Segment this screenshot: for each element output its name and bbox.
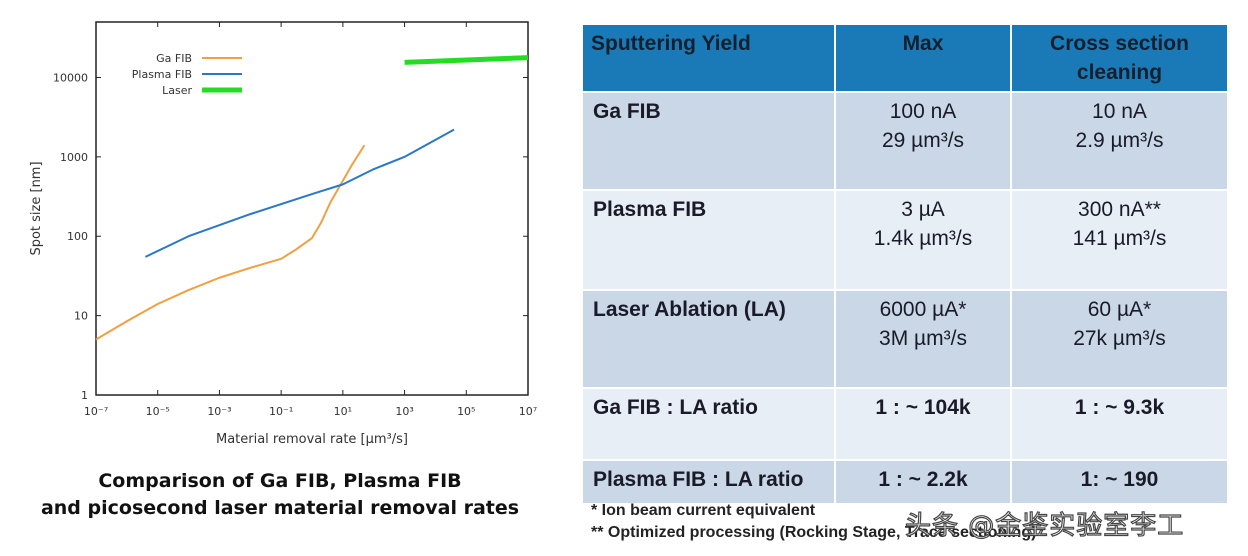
max-cell-text: 100 nA — [889, 100, 957, 123]
footnote-1: * Ion beam current equivalent — [591, 502, 816, 519]
cross-section-cell-text: 2.9 µm³/s — [1075, 129, 1164, 152]
cross-section-cell-text: 1 : ~ 9.3k — [1074, 396, 1165, 419]
row-label-text: Laser Ablation (LA) — [593, 298, 786, 321]
legend-label: Ga FIB — [156, 52, 192, 65]
y-tick-label: 10000 — [53, 71, 88, 84]
max-cell: 1 : ~ 2.2k — [836, 461, 1012, 505]
row-label-text: Plasma FIB — [593, 198, 707, 221]
max-cell-text: 1 : ~ 2.2k — [878, 468, 968, 491]
header-max: Max — [836, 25, 1012, 93]
max-cell-text: 3 µA — [901, 198, 945, 221]
cross-section-cell: 1: ~ 190 — [1012, 461, 1229, 505]
x-axis-label: Material removal rate [µm³/s] — [216, 432, 408, 447]
row-label-text: Ga FIB : LA ratio — [593, 396, 758, 419]
row-label: Ga FIB — [583, 93, 836, 191]
row-label: Plasma FIB : LA ratio — [583, 461, 836, 505]
x-tick-label: 10⁻¹ — [269, 405, 293, 418]
max-cell: 100 nA 29 µm³/s — [836, 93, 1012, 191]
series-line-ga-fib — [95, 144, 366, 341]
table-row: Plasma FIB 3 µA 1.4k µm³/s 300 nA** 141 µm³/… — [583, 191, 1229, 291]
caption-line-1: Comparison of Ga FIB, Plasma FIB — [98, 470, 462, 492]
plot-frame — [95, 21, 529, 396]
cross-section-cell: 10 nA 2.9 µm³/s — [1012, 93, 1229, 191]
table-row: Laser Ablation (LA) 6000 µA* 3M µm³/s 60 µA… — [583, 291, 1229, 389]
row-label: Laser Ablation (LA) — [583, 291, 836, 389]
cross-section-cell-text: 60 µA* — [1087, 298, 1152, 321]
spot-size-chart: 10⁻⁷ 10⁻⁵ 10⁻³ 10⁻¹ 10¹ 10³ 10⁵ 10⁷ 1 10 100 1000 10… — [29, 21, 537, 447]
cross-section-cell-text: 141 µm³/s — [1072, 227, 1167, 250]
footnote-2: ** Optimized processing (Rocking Stage, … — [591, 524, 1037, 541]
max-cell: 1 : ~ 104k — [836, 389, 1012, 461]
cross-section-cell-text: 300 nA** — [1078, 198, 1161, 221]
row-label: Ga FIB : LA ratio — [583, 389, 836, 461]
max-cell-text: 1 : ~ 104k — [875, 396, 971, 419]
max-cell-text: 29 µm³/s — [881, 129, 965, 152]
legend-label: Laser — [162, 84, 192, 97]
cross-section-cell-text: 1: ~ 190 — [1080, 468, 1159, 491]
x-tick-label: 10⁻⁷ — [84, 405, 108, 418]
caption-line-2: and picosecond laser material removal ra… — [40, 497, 520, 519]
max-cell-text: 3M µm³/s — [879, 327, 967, 350]
chart-caption: Comparison of Ga FIB, Plasma FIB and pic… — [20, 468, 540, 522]
x-tick-label: 10⁵ — [457, 405, 475, 418]
row-label-text: Plasma FIB : LA ratio — [593, 468, 804, 491]
x-tick-label: 10⁷ — [519, 405, 537, 418]
row-label-text: Ga FIB — [593, 100, 661, 123]
legend-label: Plasma FIB — [132, 68, 192, 81]
cross-section-cell-text: 10 nA — [1092, 100, 1147, 123]
cross-section-cell-text: 27k µm³/s — [1073, 327, 1166, 350]
x-tick-label: 10¹ — [334, 405, 352, 418]
y-tick-label: 100 — [67, 230, 88, 243]
table-row: Ga FIB : LA ratio 1 : ~ 104k 1 : ~ 9.3k — [583, 389, 1229, 461]
y-tick-label: 10 — [74, 310, 88, 323]
cross-section-cell: 300 nA** 141 µm³/s — [1012, 191, 1229, 291]
x-tick-label: 10⁻⁵ — [146, 405, 170, 418]
table-header-row: Sputtering Yield Max Cross section clean… — [583, 25, 1229, 93]
max-cell-text: 1.4k µm³/s — [873, 227, 973, 250]
max-cell: 3 µA 1.4k µm³/s — [836, 191, 1012, 291]
series-line-laser — [404, 55, 529, 65]
y-tick-label: 1 — [81, 389, 88, 402]
watermark: 头条 @金鉴实验室李工 — [904, 510, 1185, 541]
table-row: Ga FIB 100 nA 29 µm³/s 10 nA 2.9 µm³/s — [583, 93, 1229, 191]
header-sputtering-yield: Sputtering Yield — [583, 25, 836, 93]
y-axis-label: Spot size [nm] — [29, 161, 44, 255]
header-cross-section: Cross section cleaning — [1012, 25, 1229, 93]
max-cell-text: 6000 µA* — [879, 298, 967, 321]
sputtering-yield-table: Sputtering Yield Max Cross section clean… — [583, 25, 1229, 505]
max-cell: 6000 µA* 3M µm³/s — [836, 291, 1012, 389]
table-row: Plasma FIB : LA ratio 1 : ~ 2.2k 1: ~ 190 — [583, 461, 1229, 505]
y-tick-label: 1000 — [60, 151, 88, 164]
cross-section-cell: 1 : ~ 9.3k — [1012, 389, 1229, 461]
x-tick-label: 10³ — [395, 405, 413, 418]
x-tick-label: 10⁻³ — [207, 405, 231, 418]
series-line-plasma-fib — [145, 128, 455, 258]
row-label: Plasma FIB — [583, 191, 836, 291]
cross-section-cell: 60 µA* 27k µm³/s — [1012, 291, 1229, 389]
